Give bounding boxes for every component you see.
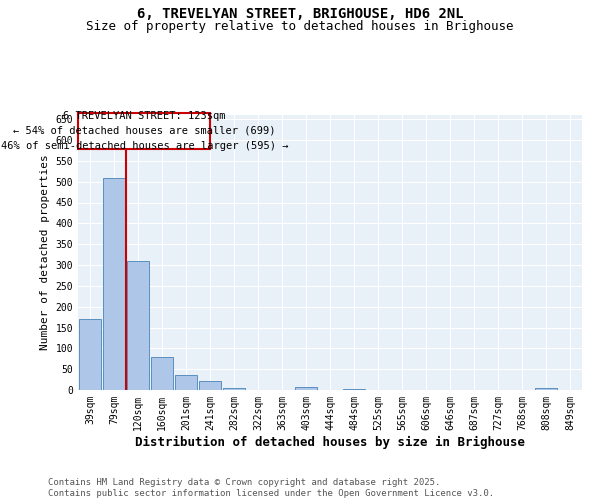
Bar xyxy=(175,376,197,390)
Bar xyxy=(535,388,557,390)
Text: 6 TREVELYAN STREET: 123sqm
← 54% of detached houses are smaller (699)
46% of sem: 6 TREVELYAN STREET: 123sqm ← 54% of deta… xyxy=(1,111,288,150)
FancyBboxPatch shape xyxy=(79,112,211,149)
Text: 6, TREVELYAN STREET, BRIGHOUSE, HD6 2NL: 6, TREVELYAN STREET, BRIGHOUSE, HD6 2NL xyxy=(137,8,463,22)
Bar xyxy=(151,356,173,390)
Bar xyxy=(127,261,149,390)
Bar xyxy=(199,381,221,390)
Text: Contains HM Land Registry data © Crown copyright and database right 2025.
Contai: Contains HM Land Registry data © Crown c… xyxy=(48,478,494,498)
Bar xyxy=(223,388,245,390)
Bar xyxy=(295,386,317,390)
X-axis label: Distribution of detached houses by size in Brighouse: Distribution of detached houses by size … xyxy=(135,436,525,448)
Bar xyxy=(343,389,365,390)
Bar xyxy=(103,178,125,390)
Text: Size of property relative to detached houses in Brighouse: Size of property relative to detached ho… xyxy=(86,20,514,33)
Bar xyxy=(79,319,101,390)
Y-axis label: Number of detached properties: Number of detached properties xyxy=(40,154,50,350)
